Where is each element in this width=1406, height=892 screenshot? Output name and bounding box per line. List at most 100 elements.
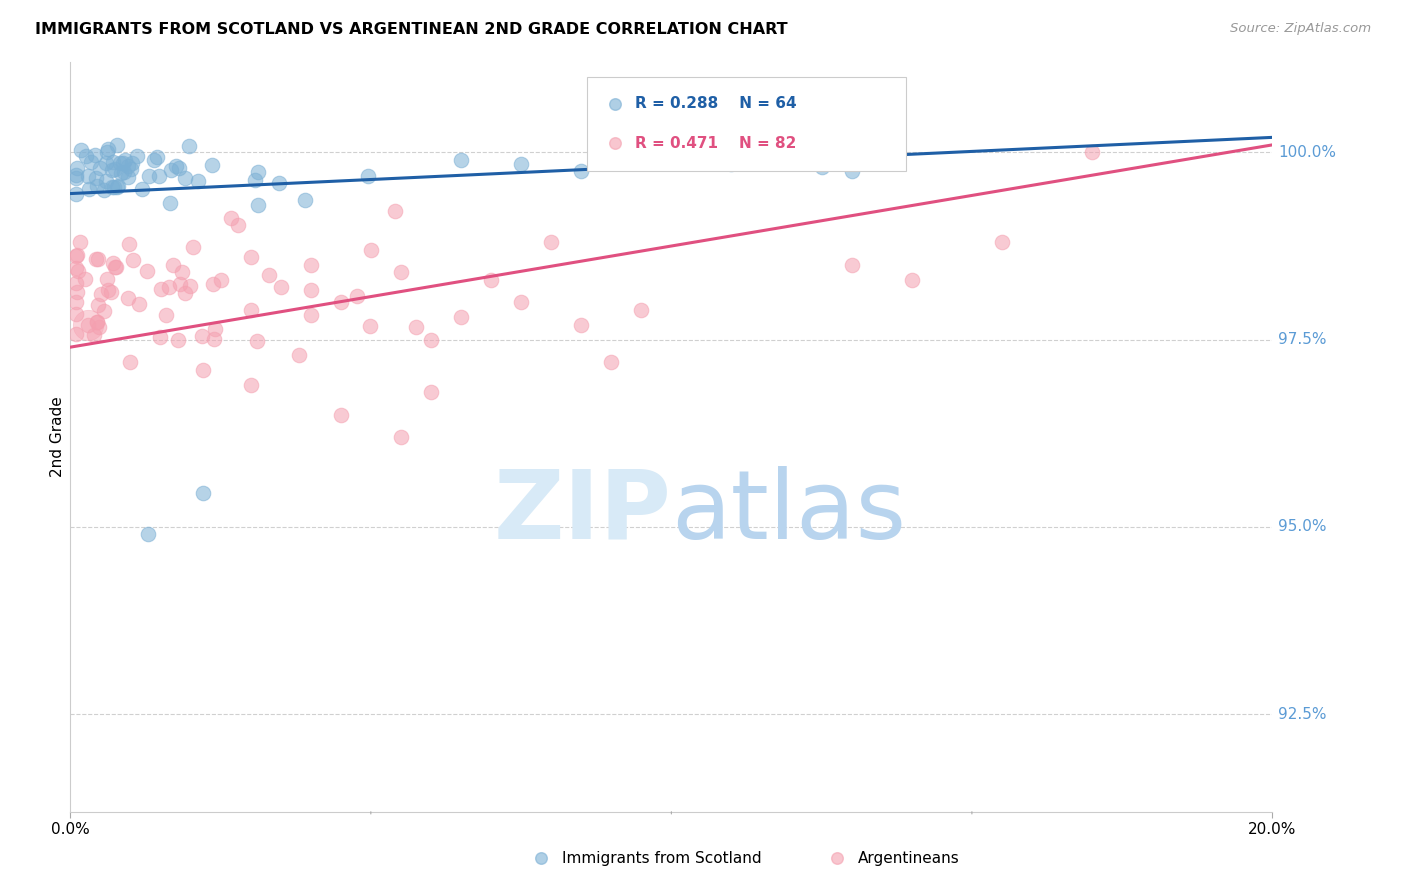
Text: 95.0%: 95.0% [1278, 519, 1327, 534]
Point [450, 153, 472, 167]
Point [89, 161, 111, 176]
Point [246, 334, 269, 348]
Point [103, 180, 125, 194]
Point [360, 243, 382, 257]
Point [65, 161, 87, 176]
Point [600, 355, 623, 369]
Point [201, 277, 224, 291]
Point [65, 186, 87, 201]
Point [75, 148, 97, 162]
Point [226, 218, 249, 232]
Point [104, 161, 127, 176]
Point [128, 297, 150, 311]
Point [77, 181, 100, 195]
Point [66, 248, 89, 262]
Point [101, 163, 124, 178]
Point [80, 155, 103, 169]
Point [120, 162, 142, 177]
Point [384, 204, 406, 219]
Point [157, 280, 180, 294]
Point [117, 291, 139, 305]
Point [510, 295, 533, 310]
Point [420, 333, 443, 347]
Point [65, 276, 87, 290]
Point [239, 250, 262, 264]
Text: 92.5%: 92.5% [1278, 706, 1327, 722]
Point [405, 320, 427, 334]
Text: 97.5%: 97.5% [1278, 332, 1327, 347]
Point [86, 179, 108, 194]
Point [177, 139, 200, 153]
Point [420, 385, 443, 400]
Point [239, 302, 262, 317]
Point [162, 258, 184, 272]
Y-axis label: 2nd Grade: 2nd Grade [49, 397, 65, 477]
Point [100, 285, 122, 300]
Point [720, 156, 742, 170]
Point [65, 168, 87, 182]
Point [69, 235, 91, 250]
Point [145, 150, 167, 164]
Point [173, 285, 195, 300]
Point [138, 169, 160, 183]
Point [148, 169, 170, 184]
Point [246, 198, 269, 212]
Point [114, 165, 136, 179]
Point [122, 253, 145, 268]
Point [83, 327, 105, 342]
Point [841, 258, 863, 272]
Text: R = 0.471    N = 82: R = 0.471 N = 82 [636, 136, 797, 151]
Point [83, 147, 105, 161]
Point [245, 173, 267, 187]
Point [173, 171, 195, 186]
Point [105, 179, 128, 194]
Point [270, 280, 292, 294]
Point [510, 156, 533, 170]
Point [73, 271, 96, 285]
Point [165, 159, 187, 173]
Point [239, 377, 262, 392]
Point [569, 164, 592, 178]
Point [301, 308, 323, 322]
Point [269, 176, 291, 190]
Point [96, 272, 118, 286]
Point [191, 328, 214, 343]
Point [191, 486, 214, 500]
Point [138, 527, 160, 541]
Point [179, 278, 201, 293]
Point [1081, 145, 1104, 160]
Point [101, 256, 124, 270]
Point [97, 142, 120, 156]
Point [96, 145, 118, 159]
Point [329, 295, 352, 310]
Point [259, 268, 281, 283]
Point [299, 258, 322, 272]
Point [65, 249, 87, 263]
Point [77, 318, 100, 332]
Point [389, 265, 412, 279]
Text: 100.0%: 100.0% [1278, 145, 1337, 160]
Point [810, 161, 832, 175]
Point [183, 240, 205, 254]
Text: R = 0.288    N = 64: R = 0.288 N = 64 [636, 96, 797, 112]
Point [65, 171, 87, 186]
Point [159, 196, 181, 211]
Point [170, 264, 193, 278]
Point [86, 315, 108, 329]
Point [131, 182, 153, 196]
Point [66, 264, 89, 278]
Point [101, 180, 124, 194]
Point [991, 235, 1014, 250]
Point [70, 144, 93, 158]
Point [97, 283, 120, 297]
Point [346, 289, 368, 303]
Point [191, 362, 214, 376]
Point [93, 303, 115, 318]
Point [117, 170, 139, 185]
Point [630, 302, 652, 317]
Point [120, 355, 142, 369]
Point [901, 273, 924, 287]
Point [159, 163, 181, 178]
Point [107, 179, 129, 194]
Point [77, 318, 100, 332]
